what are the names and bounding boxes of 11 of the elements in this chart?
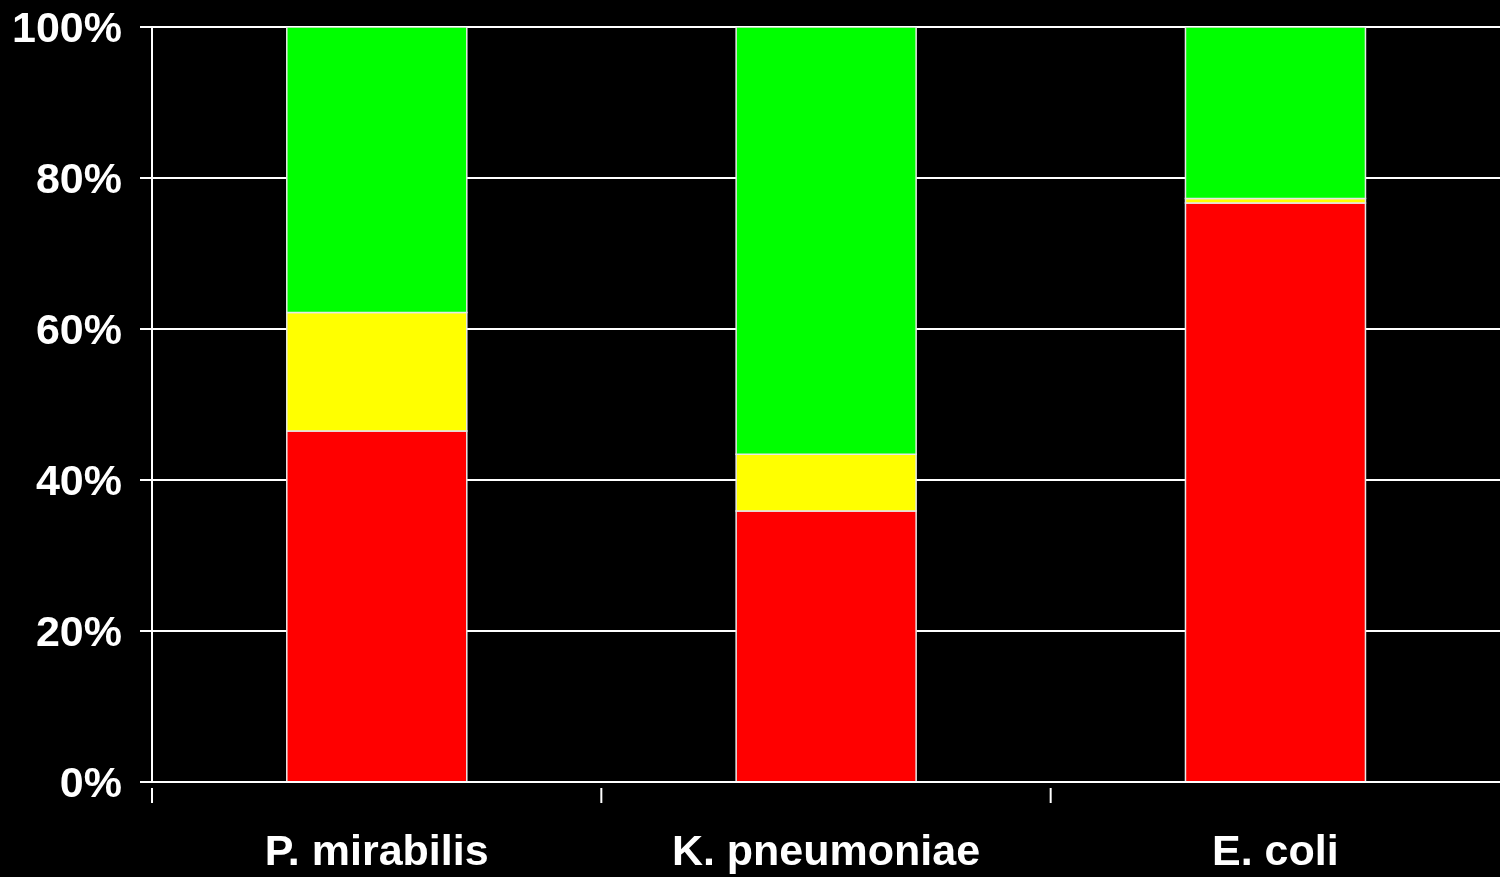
x-tick-label: K. pneumoniae [671, 826, 981, 874]
y-tick-label: 80% [35, 154, 122, 202]
x-tick-label: P. mirabilis [264, 826, 489, 874]
y-tick-label: 0% [59, 758, 122, 806]
y-tick-label: 40% [35, 456, 122, 504]
x-tick-label: E. coli [1212, 826, 1339, 874]
y-tick-label: 100% [12, 3, 122, 51]
bar [1184, 27, 1367, 200]
bar [1184, 202, 1367, 782]
y-tick-label: 20% [35, 607, 122, 655]
y-tick-label: 60% [35, 305, 122, 353]
